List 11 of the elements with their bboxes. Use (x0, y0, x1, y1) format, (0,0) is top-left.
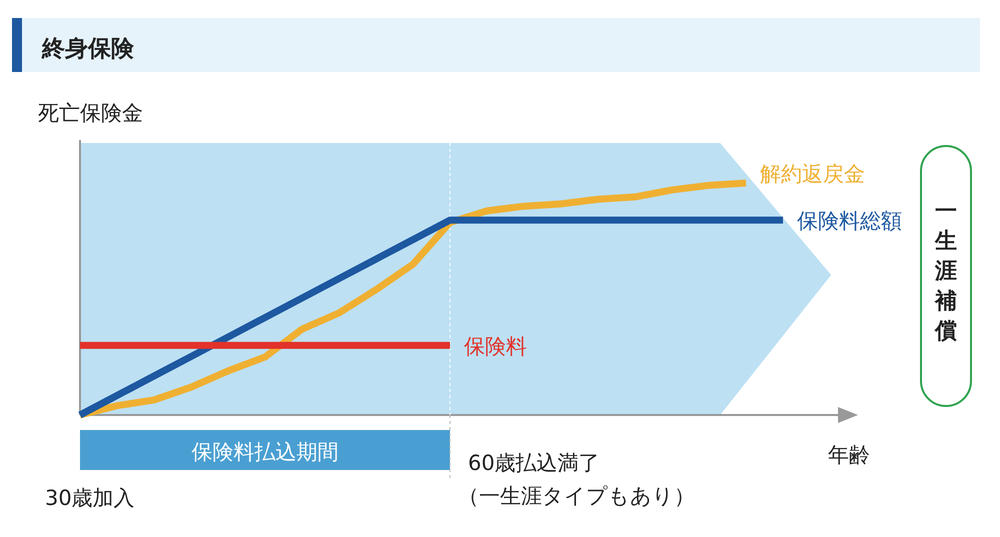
chart-title: 終身保険 (41, 36, 135, 62)
text: 一生涯補償 (934, 199, 957, 344)
text: 保険料払込期間 (192, 440, 338, 464)
text: 60歳払込満了 (468, 451, 600, 475)
series-label: 保険料 (464, 334, 527, 358)
text: （一生涯タイプもあり） (458, 484, 695, 508)
text: 30歳加入 (45, 486, 135, 510)
series-label: 解約返戻金 (760, 162, 865, 186)
y-axis-title: 死亡保険金 (38, 101, 143, 125)
series-label: 保険料総額 (797, 209, 902, 234)
x-axis-title: 年齢 (828, 443, 870, 467)
